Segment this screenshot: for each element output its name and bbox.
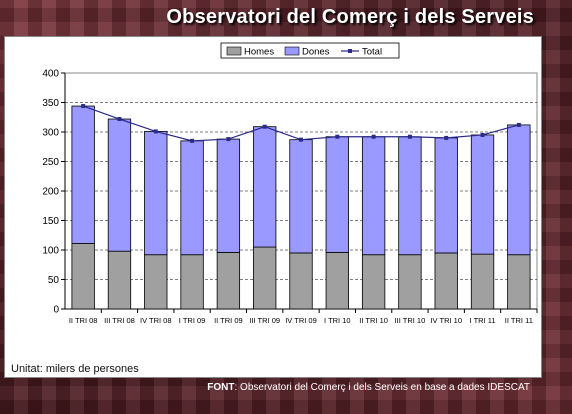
total-point	[371, 134, 376, 139]
bar-homes	[216, 251, 241, 310]
bar-dones	[507, 124, 531, 256]
bar-dones	[253, 126, 277, 248]
total-point	[81, 104, 86, 109]
bar-homes	[470, 253, 495, 310]
y-tick-label: 150	[42, 216, 59, 227]
y-tick-label: 300	[42, 128, 59, 139]
y-tick-label: 100	[42, 246, 59, 257]
x-tick-label: IV TRI 10	[430, 316, 462, 325]
bar-dones	[325, 136, 349, 253]
bar-dones	[434, 137, 458, 254]
total-point	[407, 134, 412, 139]
source-text: : Observatori del Comerç i dels Serveis …	[234, 382, 531, 393]
chart: 0 50 100 150 200 250 300 350 400 II TRI 08 III TRI…	[42, 42, 538, 325]
total-point	[516, 122, 521, 127]
y-tick-label: 400	[42, 69, 59, 80]
chart-panel: 0 50 100 150 200 250 300 350 400 II TRI 08 III TRI…	[4, 36, 542, 378]
bar-dones	[361, 136, 386, 256]
bar-dones	[71, 105, 95, 244]
x-tick-label: I TRI 09	[179, 316, 206, 325]
y-tick-label: 0	[53, 305, 59, 316]
y-tick-label: 50	[48, 275, 60, 286]
total-point	[444, 135, 449, 140]
x-tick-label: III TRI 09	[249, 316, 280, 325]
y-tick-label: 250	[42, 157, 59, 168]
x-tick-label: II TRI 09	[214, 316, 243, 325]
bar-dones	[216, 138, 241, 253]
x-tick-label: III TRI 08	[104, 316, 135, 325]
unit-note: Unitat: milers de persones	[11, 363, 139, 375]
bar-homes	[253, 246, 277, 310]
x-tick-label: II TRI 11	[505, 316, 533, 325]
bar-homes	[144, 254, 168, 310]
y-tick-label: 200	[42, 187, 59, 198]
page-title: Observatori del Comerç i dels Serveis	[166, 6, 534, 28]
y-tick-label: 350	[42, 98, 59, 109]
bar-homes	[289, 252, 313, 310]
legend-box	[220, 42, 400, 59]
bar-homes	[434, 252, 458, 310]
legend-label-total: Total	[362, 47, 382, 58]
bar-homes	[71, 243, 95, 310]
x-tick-label: IV TRI 08	[140, 316, 172, 325]
x-tick-label: II TRI 08	[69, 316, 98, 325]
x-tick-label: I TRI 11	[470, 316, 496, 325]
bar-homes	[107, 250, 132, 310]
total-point	[117, 117, 122, 122]
bar-dones	[470, 134, 495, 255]
legend-swatch-total-point	[348, 49, 352, 53]
legend-label-homes: Homes	[244, 47, 274, 58]
x-tick-label: III TRI 10	[395, 316, 426, 325]
bar-homes	[325, 251, 349, 310]
bar-homes	[180, 254, 204, 310]
bar-dones	[107, 118, 132, 252]
legend-swatch-dones	[284, 46, 300, 56]
bar-dones	[144, 131, 168, 256]
bar-dones	[398, 136, 422, 256]
x-tick-label: II TRI 10	[359, 316, 388, 325]
legend-swatch-homes	[226, 46, 242, 56]
source-note: FONT: Observatori del Comerç i dels Serv…	[207, 382, 530, 393]
total-point	[299, 137, 303, 142]
legend-label-dones: Dones	[302, 47, 330, 58]
x-tick-label: IV TRI 09	[285, 316, 317, 325]
bar-dones	[180, 140, 204, 256]
total-point	[262, 124, 267, 129]
total-point	[335, 134, 340, 139]
x-tick-label: I TRI 10	[324, 316, 351, 325]
total-point	[153, 129, 158, 134]
bar-dones	[289, 139, 313, 254]
total-point	[480, 132, 485, 137]
total-point	[190, 138, 195, 143]
total-point	[226, 137, 231, 142]
source-label: FONT	[207, 382, 235, 393]
bar-homes	[398, 254, 422, 310]
bar-homes	[507, 254, 531, 310]
bar-homes	[361, 254, 386, 310]
